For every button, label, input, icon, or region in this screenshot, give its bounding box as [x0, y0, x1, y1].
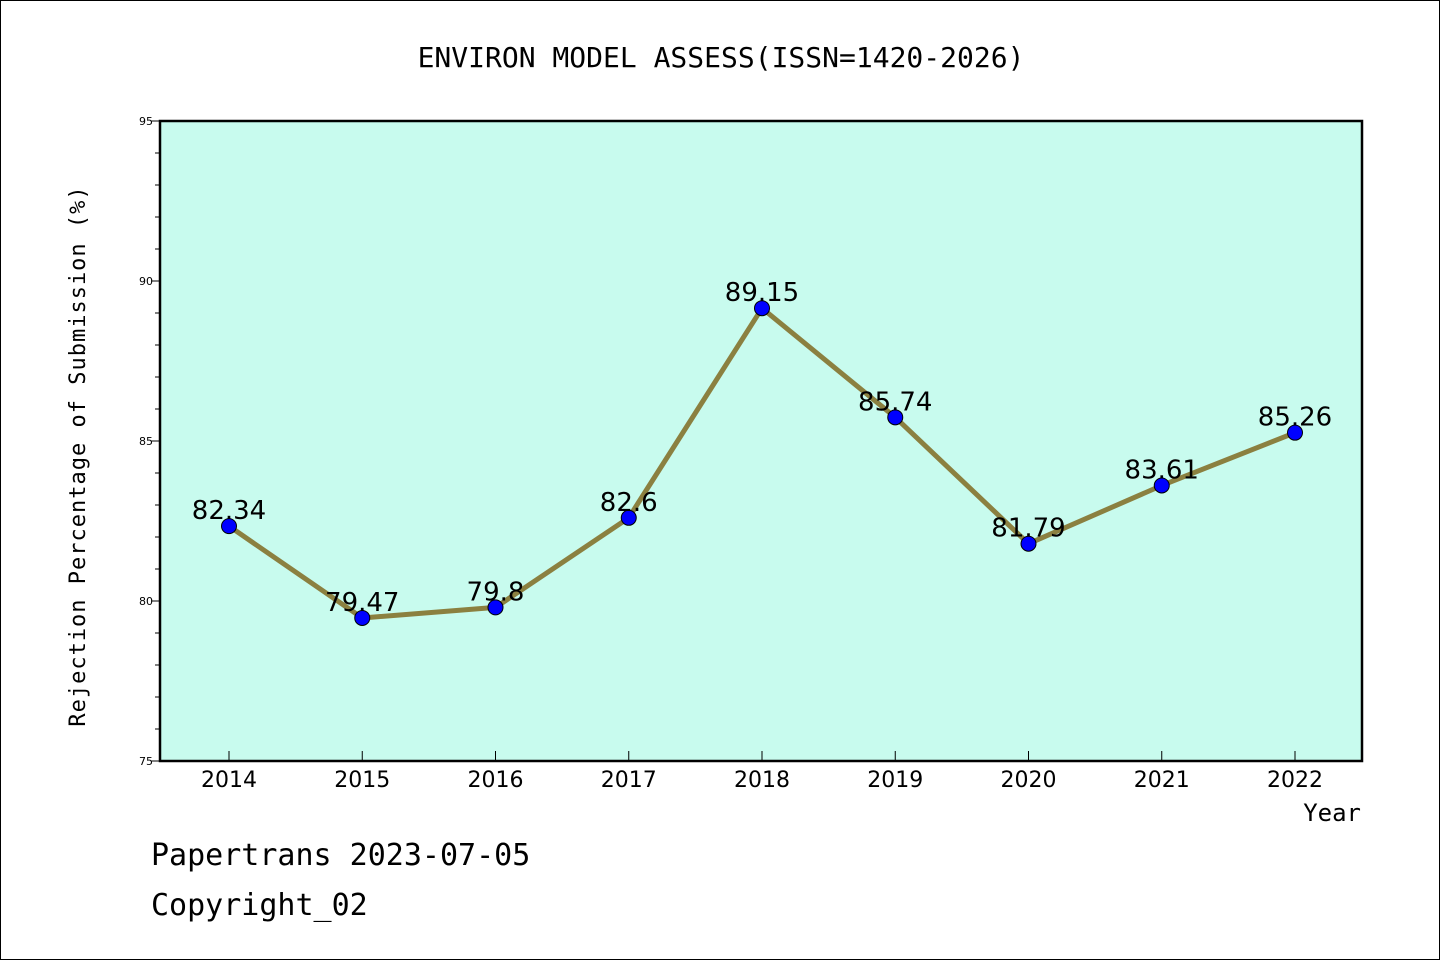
data-label: 83.61: [1125, 455, 1199, 485]
x-tick-label: 2018: [734, 768, 790, 793]
x-tick-label: 2014: [201, 768, 257, 793]
data-point: [221, 518, 237, 535]
y-axis-ticks: 75 80 85 90 95: [139, 115, 160, 768]
data-point: [620, 509, 637, 526]
data-point: [1020, 535, 1037, 552]
data-point: [887, 409, 904, 426]
x-tick-label: 2022: [1267, 768, 1323, 793]
y-tick-label: 75: [139, 755, 153, 768]
y-tick-label: 90: [139, 275, 153, 288]
data-label: 82.6: [600, 488, 658, 518]
marker-group: [221, 300, 1303, 626]
footer-line-1: Papertrans 2023-07-05: [151, 838, 530, 873]
x-tick-label: 2015: [334, 768, 390, 793]
data-label: 89.15: [725, 278, 799, 308]
footer-line-2: Copyright_02: [151, 888, 368, 923]
chart-title: ENVIRON MODEL ASSESS(ISSN=1420-2026): [418, 41, 1025, 74]
data-point: [1287, 424, 1303, 441]
y-tick-label: 80: [139, 595, 153, 608]
data-point: [487, 599, 504, 616]
x-tick-label: 2020: [1001, 768, 1057, 793]
y-tick-label: 95: [139, 115, 153, 128]
data-label: 85.74: [858, 387, 932, 417]
y-axis-label: Rejection Percentage of Submission (%): [66, 185, 91, 726]
data-point: [354, 609, 371, 626]
x-tick-label: 2019: [867, 768, 923, 793]
x-tick-label: 2021: [1134, 768, 1190, 793]
data-label: 79.8: [467, 577, 525, 607]
data-label: 85.26: [1258, 403, 1332, 433]
x-axis-label: Year: [1303, 799, 1361, 827]
y-tick-label: 85: [139, 435, 153, 448]
data-point: [1153, 477, 1170, 494]
data-label: 81.79: [991, 514, 1065, 544]
plot-area: [158, 119, 1364, 763]
x-tick-label: 2017: [601, 768, 657, 793]
data-label-group: 82.34 79.47 79.8 82.6 89.15 85.74 81.79 83.61 85…: [192, 278, 1332, 618]
data-point: [754, 300, 770, 317]
data-label: 79.47: [325, 588, 399, 618]
x-axis-ticks: 2014 2015 2016 2017 2018 2019 2020 2021 2022: [201, 751, 1323, 793]
data-label: 82.34: [192, 496, 266, 526]
x-tick-label: 2016: [468, 768, 524, 793]
